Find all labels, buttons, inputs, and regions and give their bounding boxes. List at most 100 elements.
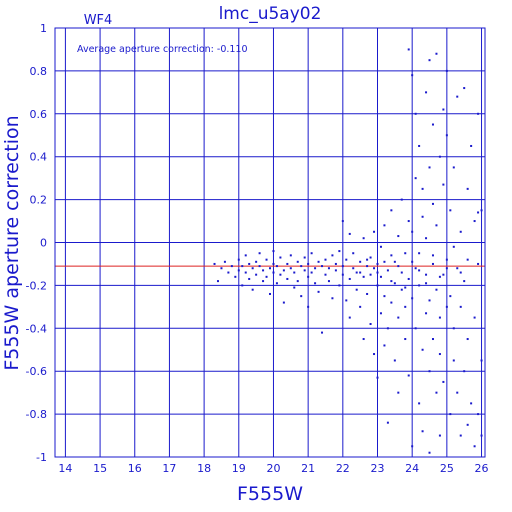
data-point: [477, 262, 480, 265]
data-point: [379, 245, 382, 248]
data-point: [258, 252, 261, 255]
data-point: [473, 445, 476, 448]
data-point: [449, 295, 452, 298]
x-tick-label: 26: [475, 462, 489, 475]
data-point: [438, 275, 441, 278]
data-point: [425, 273, 428, 276]
x-tick-label: 18: [197, 462, 211, 475]
data-point: [431, 202, 434, 205]
data-point: [300, 265, 303, 268]
data-point: [241, 265, 244, 268]
data-point: [445, 134, 448, 137]
data-point: [314, 267, 317, 270]
x-tick-label: 25: [440, 462, 454, 475]
data-point: [366, 258, 369, 261]
y-tick-label: 0.8: [30, 65, 48, 78]
data-point: [473, 316, 476, 319]
data-point: [397, 235, 400, 238]
data-point: [272, 271, 275, 274]
data-point: [404, 305, 407, 308]
data-point: [369, 323, 372, 326]
data-point: [220, 267, 223, 270]
x-tick-label: 19: [232, 462, 246, 475]
data-point: [477, 112, 480, 115]
data-point: [296, 280, 299, 283]
data-point: [393, 260, 396, 263]
data-point: [369, 256, 372, 259]
data-point: [314, 282, 317, 285]
data-point: [414, 177, 417, 180]
data-point: [216, 280, 219, 283]
data-point: [282, 269, 285, 272]
y-axis-label: F555W aperture correction: [1, 115, 23, 370]
data-point: [296, 260, 299, 263]
data-point: [393, 359, 396, 362]
data-point: [431, 254, 434, 257]
data-point: [418, 284, 421, 287]
data-point: [383, 224, 386, 227]
data-point: [383, 295, 386, 298]
data-point: [442, 380, 445, 383]
data-point: [438, 155, 441, 158]
data-point: [303, 256, 306, 259]
data-point: [341, 273, 344, 276]
data-point: [213, 262, 216, 265]
chart-annotation: Average aperture correction: -0.110: [77, 44, 248, 55]
data-point: [265, 275, 268, 278]
data-point: [300, 295, 303, 298]
data-point: [477, 413, 480, 416]
data-point: [463, 370, 466, 373]
data-point: [466, 258, 469, 261]
data-point: [379, 312, 382, 315]
data-point: [386, 327, 389, 330]
data-point: [425, 282, 428, 285]
y-tick-label: -1: [36, 451, 47, 464]
data-point: [452, 327, 455, 330]
x-tick-labels: 14 15 16 17 18 19 20 21 22 23 24 25 26: [58, 462, 488, 475]
data-point: [237, 269, 240, 272]
data-points: [213, 48, 483, 454]
data-point: [407, 374, 410, 377]
data-point: [244, 254, 247, 257]
data-point: [418, 144, 421, 147]
data-point: [376, 271, 379, 274]
data-point: [334, 262, 337, 265]
data-point: [289, 254, 292, 257]
data-point: [310, 271, 313, 274]
data-point: [348, 232, 351, 235]
data-point: [386, 421, 389, 424]
data-point: [445, 305, 448, 308]
data-point: [348, 277, 351, 280]
data-point: [418, 269, 421, 272]
data-point: [442, 108, 445, 111]
data-point: [425, 312, 428, 315]
data-point: [411, 445, 414, 448]
data-point: [390, 209, 393, 212]
data-point: [390, 301, 393, 304]
data-point: [473, 220, 476, 223]
data-point: [321, 331, 324, 334]
data-point: [449, 209, 452, 212]
x-tick-label: 21: [301, 462, 315, 475]
y-tick-label: 0: [40, 237, 47, 250]
data-point: [352, 267, 355, 270]
data-point: [435, 52, 438, 55]
data-point: [331, 254, 334, 257]
data-point: [393, 282, 396, 285]
data-point: [327, 280, 330, 283]
data-point: [355, 288, 358, 291]
data-point: [411, 74, 414, 77]
data-point: [445, 258, 448, 261]
data-point: [241, 284, 244, 287]
data-point: [449, 413, 452, 416]
data-point: [352, 252, 355, 255]
data-point: [348, 316, 351, 319]
data-point: [289, 267, 292, 270]
data-point: [369, 273, 372, 276]
data-point: [359, 305, 362, 308]
data-point: [425, 237, 428, 240]
plot-frame: [54, 27, 486, 458]
data-point: [435, 288, 438, 291]
data-point: [407, 277, 410, 280]
data-point: [386, 269, 389, 272]
